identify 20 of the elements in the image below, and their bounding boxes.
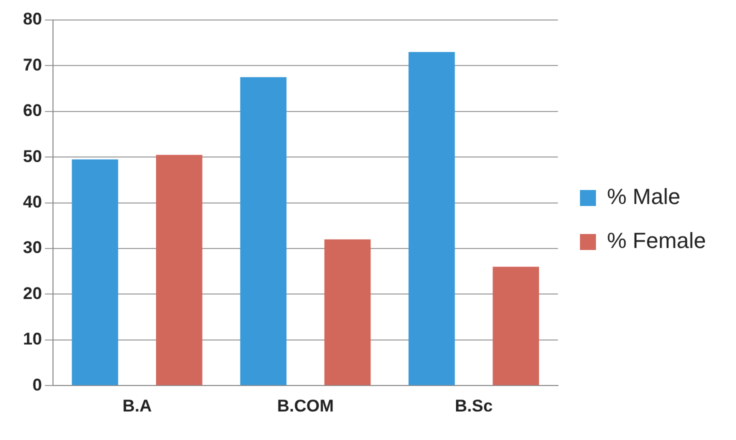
y-tick-label: 80 [22, 10, 42, 29]
bar [72, 159, 118, 386]
bar [324, 239, 371, 386]
x-tick-label: B.Sc [454, 396, 493, 416]
bar [408, 52, 455, 386]
bar [156, 154, 202, 386]
y-tick-label: 50 [22, 146, 42, 166]
legend-label: % Male [606, 184, 680, 210]
bar [240, 77, 286, 386]
y-tick-label: 10 [22, 330, 42, 349]
y-tick-label: 30 [22, 238, 42, 258]
y-tick-label: 0 [32, 375, 42, 394]
x-tick-label: B.COM [277, 396, 334, 416]
y-tick-label: 40 [22, 192, 42, 212]
x-tick-label: B.A [122, 396, 152, 416]
bar [492, 266, 540, 386]
y-tick-label: 60 [22, 101, 42, 120]
y-tick-label: 20 [22, 284, 42, 303]
legend-label: % Female [606, 228, 706, 254]
y-tick-label: 70 [22, 55, 42, 74]
